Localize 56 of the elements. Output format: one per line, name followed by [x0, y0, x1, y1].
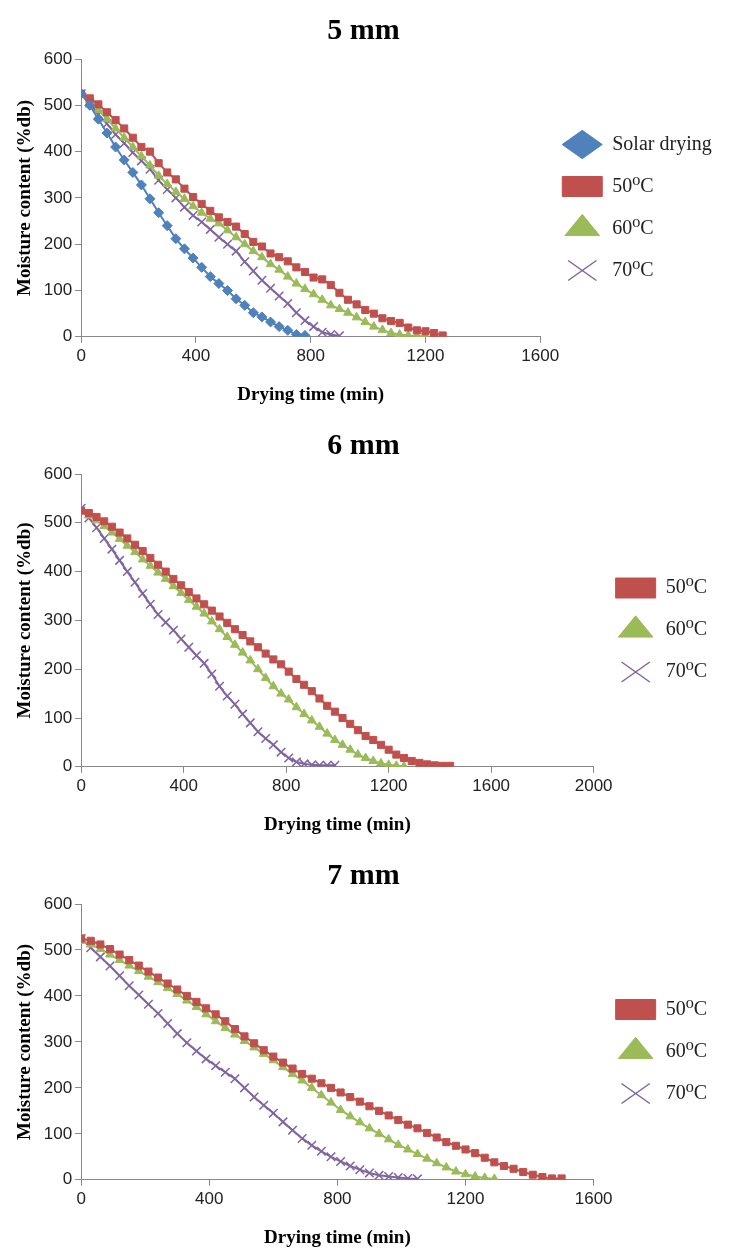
legend-label: 60⁰C [612, 215, 654, 238]
x-tick-label: 0 [76, 775, 86, 795]
chart-title: 6 mm [327, 426, 400, 460]
y-tick-label: 0 [62, 756, 73, 776]
y-tick-label: 500 [43, 512, 73, 532]
x-tick-label: 1200 [446, 1188, 485, 1208]
legend-label: 50⁰C [665, 996, 707, 1019]
y-tick-label: 200 [43, 233, 73, 253]
legend-label: 70⁰C [612, 257, 654, 280]
x-tick-label: 1200 [406, 345, 445, 365]
x-tick-label: 0 [76, 345, 86, 365]
x-tick-label: 1600 [521, 345, 560, 365]
y-tick-label: 500 [43, 939, 73, 959]
legend-label: 60⁰C [665, 617, 707, 640]
y-tick-label: 300 [43, 610, 73, 630]
x-tick-label: 800 [296, 345, 325, 365]
x-tick-label: 0 [76, 1188, 86, 1208]
legend-label: 50⁰C [612, 173, 654, 196]
x-tick-label: 800 [323, 1188, 352, 1208]
y-tick-label: 400 [43, 985, 73, 1005]
y-tick-label: 500 [43, 94, 73, 114]
legend-label: 70⁰C [665, 659, 707, 682]
y-tick-label: 300 [43, 1031, 73, 1051]
x-tick-label: 2000 [574, 775, 613, 795]
chart-title: 7 mm [327, 856, 400, 890]
x-tick-label: 400 [169, 775, 198, 795]
x-tick-label: 1600 [574, 1188, 613, 1208]
legend-label: 60⁰C [665, 1038, 707, 1061]
y-tick-label: 100 [43, 280, 73, 300]
x-axis-title: Drying time (min) [264, 812, 411, 835]
y-tick-label: 400 [43, 561, 73, 581]
y-tick-label: 200 [43, 658, 73, 678]
y-axis-title: Moisture content (%db) [13, 99, 36, 296]
x-tick-label: 1600 [472, 775, 511, 795]
x-axis-title: Drying time (min) [264, 1225, 411, 1248]
x-tick-label: 400 [195, 1188, 224, 1208]
legend-label: Solar drying [612, 131, 712, 155]
y-tick-label: 400 [43, 141, 73, 161]
legend-label: 50⁰C [665, 575, 707, 598]
y-tick-label: 600 [43, 893, 73, 913]
y-tick-label: 0 [62, 1169, 73, 1189]
x-tick-label: 400 [181, 345, 211, 365]
y-tick-label: 100 [43, 1123, 73, 1143]
y-tick-label: 600 [43, 48, 73, 68]
y-axis-title: Moisture content (%db) [13, 943, 36, 1140]
y-tick-label: 300 [43, 187, 73, 207]
y-tick-label: 100 [43, 707, 73, 727]
y-tick-label: 0 [62, 326, 73, 346]
x-axis-title: Drying time (min) [237, 382, 385, 405]
y-tick-label: 200 [43, 1077, 73, 1097]
chart-title: 5 mm [327, 11, 400, 45]
x-tick-label: 800 [271, 775, 301, 795]
y-axis-title: Moisture content (%db) [13, 522, 36, 719]
y-tick-label: 600 [43, 463, 73, 483]
legend-label: 70⁰C [665, 1080, 707, 1103]
x-tick-label: 1200 [369, 775, 408, 795]
